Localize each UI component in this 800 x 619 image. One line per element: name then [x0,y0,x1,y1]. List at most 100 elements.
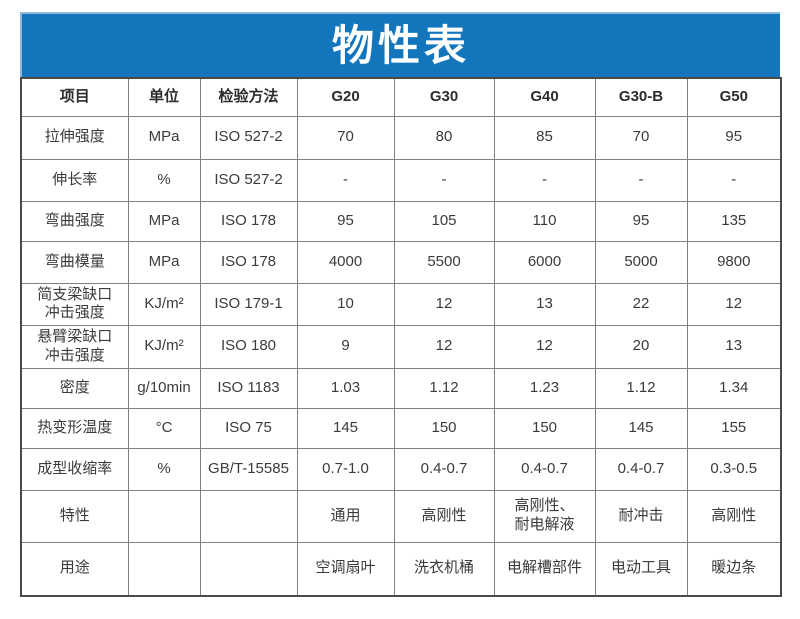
table-row-density: 密度 g/10min ISO 1183 1.03 1.12 1.23 1.12 … [20,367,782,409]
table-cell: 5000 [594,240,688,284]
table-cell: 9800 [686,240,782,284]
table-cell: g/10min [127,367,201,409]
table-cell: % [127,158,201,202]
table-cell: ISO 75 [199,407,298,449]
table-cell [199,541,298,597]
table-cell: ISO 527-2 [199,115,298,160]
row-label: 密度 [20,367,129,409]
row-label: 弯曲模量 [20,240,129,284]
table-cell: 1.03 [296,367,395,409]
table-cell: 暖边条 [686,541,782,597]
row-label: 成型收缩率 [20,447,129,491]
spec-sheet: 物性表 项目 单位 检验方法 G20 G30 G40 G30-B G50 拉伸强… [20,12,782,597]
table-cell: 105 [393,200,495,242]
table-row-mold-shrinkage: 成型收缩率 % GB/T-15585 0.7-1.0 0.4-0.7 0.4-0… [20,447,782,491]
table-cell: 85 [493,115,596,160]
table-cell: 95 [686,115,782,160]
table-cell: 0.4-0.7 [393,447,495,491]
column-header-g30b: G30-B [594,77,688,117]
table-cell: - [594,158,688,202]
column-header-method: 检验方法 [199,77,298,117]
table-cell: ISO 527-2 [199,158,298,202]
table-cell: 145 [296,407,395,449]
table-cell: - [393,158,495,202]
table-cell: 通用 [296,489,395,543]
table-cell: MPa [127,240,201,284]
table-row-charpy-impact: 简支梁缺口 冲击强度 KJ/m² ISO 179-1 10 12 13 22 1… [20,282,782,326]
column-header-item: 项目 [20,77,129,117]
table-cell: 0.4-0.7 [594,447,688,491]
row-label: 伸长率 [20,158,129,202]
row-label: 拉伸强度 [20,115,129,160]
table-cell: °C [127,407,201,449]
row-label: 特性 [20,489,129,543]
table-cell: 13 [493,282,596,326]
table-cell: ISO 180 [199,325,298,369]
table-row-tensile-strength: 拉伸强度 MPa ISO 527-2 70 80 85 70 95 [20,115,782,160]
table-cell: 70 [296,115,395,160]
table-cell: 12 [393,325,495,369]
table-cell: 20 [594,325,688,369]
table-cell [127,541,201,597]
table-cell: % [127,447,201,491]
table-cell: 95 [296,200,395,242]
table-cell: 0.3-0.5 [686,447,782,491]
table-cell: - [493,158,596,202]
table-cell: 5500 [393,240,495,284]
table-cell: 150 [493,407,596,449]
table-cell: 22 [594,282,688,326]
table-cell: 135 [686,200,782,242]
column-header-g40: G40 [493,77,596,117]
row-label: 悬臂梁缺口 冲击强度 [20,325,129,369]
table-cell: 95 [594,200,688,242]
row-label: 简支梁缺口 冲击强度 [20,282,129,326]
table-cell: 12 [686,282,782,326]
table-cell: 10 [296,282,395,326]
table-cell: KJ/m² [127,282,201,326]
table-cell [127,489,201,543]
table-cell: ISO 178 [199,240,298,284]
table-cell: 空调扇叶 [296,541,395,597]
table-cell: ISO 179-1 [199,282,298,326]
table-cell: 高刚性、 耐电解液 [493,489,596,543]
table-cell: 9 [296,325,395,369]
column-header-g30: G30 [393,77,495,117]
table-row-heat-deflection: 热变形温度 °C ISO 75 145 150 150 145 155 [20,407,782,449]
table-cell: 电动工具 [594,541,688,597]
table-cell: 高刚性 [393,489,495,543]
table-cell: KJ/m² [127,325,201,369]
title-banner: 物性表 [20,12,780,77]
table-cell: 145 [594,407,688,449]
table-cell: 12 [393,282,495,326]
table-row-elongation: 伸长率 % ISO 527-2 - - - - - [20,158,782,202]
table-cell: GB/T-15585 [199,447,298,491]
table-cell: 6000 [493,240,596,284]
header-row: 项目 单位 检验方法 G20 G30 G40 G30-B G50 [20,77,782,117]
table-cell: MPa [127,115,201,160]
table-cell: 4000 [296,240,395,284]
table-cell: 1.12 [594,367,688,409]
table-cell: - [296,158,395,202]
table-cell [199,489,298,543]
table-cell: 150 [393,407,495,449]
column-header-g50: G50 [686,77,782,117]
table-cell: 0.4-0.7 [493,447,596,491]
table-cell: 高刚性 [686,489,782,543]
row-label: 用途 [20,541,129,597]
table-cell: 110 [493,200,596,242]
properties-table: 项目 单位 检验方法 G20 G30 G40 G30-B G50 拉伸强度 MP… [20,77,782,597]
table-cell: 电解槽部件 [493,541,596,597]
row-label: 热变形温度 [20,407,129,449]
page-title: 物性表 [331,21,470,69]
table-row-applications: 用途 空调扇叶 洗衣机桶 电解槽部件 电动工具 暖边条 [20,541,782,597]
table-cell: 1.34 [686,367,782,409]
table-cell: ISO 178 [199,200,298,242]
row-label: 弯曲强度 [20,200,129,242]
table-cell: 70 [594,115,688,160]
table-cell: 80 [393,115,495,160]
table-cell: 1.12 [393,367,495,409]
column-header-g20: G20 [296,77,395,117]
table-row-flexural-strength: 弯曲强度 MPa ISO 178 95 105 110 95 135 [20,200,782,242]
table-row-izod-impact: 悬臂梁缺口 冲击强度 KJ/m² ISO 180 9 12 12 20 13 [20,325,782,369]
table-cell: 耐冲击 [594,489,688,543]
